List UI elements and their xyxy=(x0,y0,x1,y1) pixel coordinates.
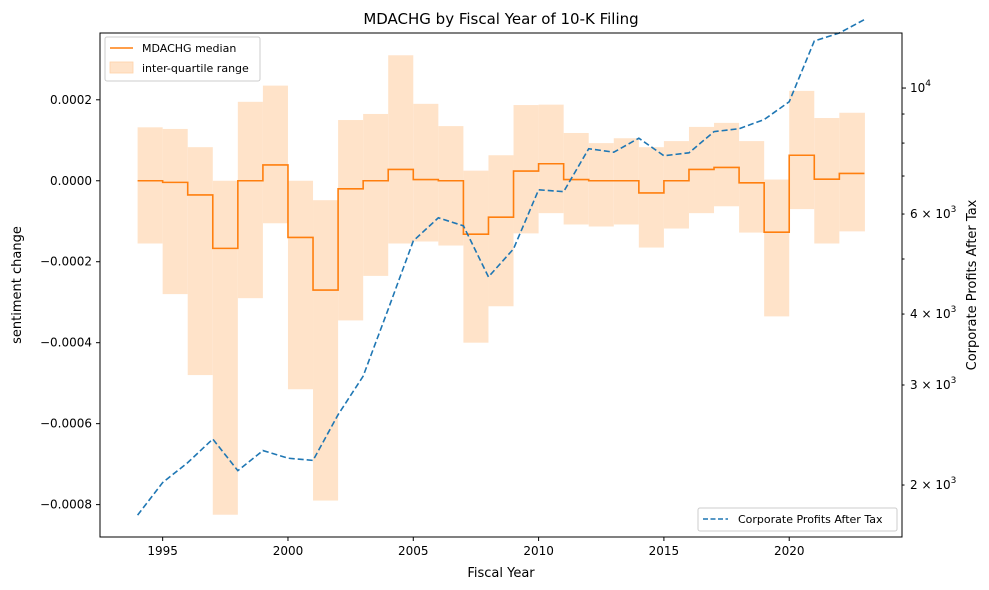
right-y-tick-label: 2 × 103 xyxy=(910,476,956,492)
left-y-tick-label: −0.0008 xyxy=(40,498,92,512)
iqr-band-2005 xyxy=(413,103,439,242)
iqr-band-2006 xyxy=(438,126,464,246)
iqr-band-2007 xyxy=(463,170,489,343)
legend-median-label: MDACHG median xyxy=(142,42,236,55)
chart-title: MDACHG by Fiscal Year of 10-K Filing xyxy=(363,10,638,28)
iqr-band-2011 xyxy=(563,132,589,225)
x-tick-label: 2015 xyxy=(649,544,680,558)
x-axis-label: Fiscal Year xyxy=(467,566,535,581)
iqr-band-1998 xyxy=(237,101,263,299)
iqr-band-2022 xyxy=(839,112,865,232)
iqr-band-2018 xyxy=(739,141,765,233)
iqr-band-1996 xyxy=(187,147,213,376)
iqr-band-2002 xyxy=(338,120,364,321)
iqr-band-2023 xyxy=(864,112,866,232)
legend-left: MDACHG median inter-quartile range xyxy=(104,36,261,82)
iqr-band-2012 xyxy=(588,143,614,227)
iqr-band-2014 xyxy=(638,147,664,248)
right-y-tick-label: 104 xyxy=(910,79,931,95)
iqr-band-1999 xyxy=(262,85,288,224)
plot-area xyxy=(136,18,866,516)
iqr-band-2003 xyxy=(363,113,389,276)
iqr-band-2001 xyxy=(313,200,339,501)
x-tick-label: 2005 xyxy=(398,544,429,558)
left-y-axis-label: sentiment change xyxy=(10,226,25,344)
median-step-line xyxy=(137,154,865,291)
legend-left-frame xyxy=(104,36,261,82)
left-y-tick-label: −0.0002 xyxy=(40,255,92,269)
left-y-tick-label: −0.0004 xyxy=(40,336,92,350)
legend-right: Corporate Profits After Tax xyxy=(697,507,898,532)
left-y-tick-label: 0.0002 xyxy=(50,93,92,107)
x-tick-label: 2000 xyxy=(273,544,304,558)
iqr-band-2021 xyxy=(814,118,840,244)
x-tick-label: 2020 xyxy=(774,544,805,558)
legend-right-frame xyxy=(697,507,898,532)
right-y-tick-label: 4 × 103 xyxy=(910,305,956,321)
right-y-axis: 104 2 × 103 3 × 103 4 × 103 6 × 103 xyxy=(902,79,956,492)
plot-frame xyxy=(99,32,903,538)
right-y-tick-label: 6 × 103 xyxy=(910,205,956,221)
left-y-tick-label: 0.0000 xyxy=(50,174,92,188)
iqr-band-2008 xyxy=(488,155,514,307)
legend-iqr-swatch xyxy=(109,61,134,74)
left-y-tick-label: −0.0006 xyxy=(40,417,92,431)
iqr-band-1997 xyxy=(212,180,238,515)
iqr-band-2017 xyxy=(714,122,740,207)
iqr-band-2004 xyxy=(388,55,414,244)
iqr-band-2010 xyxy=(538,104,564,214)
right-y-tick-label: 3 × 103 xyxy=(910,376,956,392)
right-y-axis-label: Corporate Profits After Tax xyxy=(965,199,980,370)
iqr-band-2000 xyxy=(287,180,314,390)
iqr-band-1995 xyxy=(162,128,188,295)
legend-profits-label: Corporate Profits After Tax xyxy=(738,513,883,526)
x-tick-label: 2010 xyxy=(523,544,554,558)
iqr-band-2009 xyxy=(513,105,539,234)
left-y-axis: 0.0002 0.0000 −0.0002 −0.0004 −0.0006 −0.0008 xyxy=(40,93,100,512)
x-axis: 1995 2000 2005 2010 2015 2020 xyxy=(147,537,804,558)
legend-iqr-label: inter-quartile range xyxy=(142,62,249,75)
profits-dashed-line xyxy=(136,18,865,516)
iqr-band-2020 xyxy=(789,90,815,210)
x-tick-label: 1995 xyxy=(147,544,178,558)
iqr-band-1994 xyxy=(137,127,163,244)
iqr-band-2019 xyxy=(764,179,790,317)
